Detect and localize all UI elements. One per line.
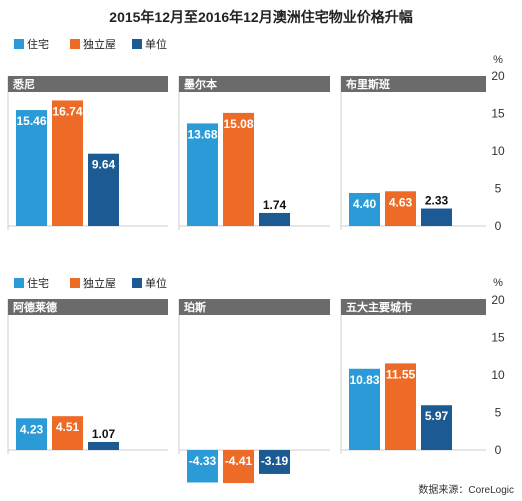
bar-2 <box>52 100 83 226</box>
data-label: 4.23 <box>20 422 44 436</box>
legend-swatch-3 <box>132 278 142 288</box>
y-tick-label: 10 <box>491 144 505 158</box>
bar-1 <box>349 368 380 450</box>
legend-label-3: 单位 <box>145 37 167 51</box>
legend-label-3: 单位 <box>145 276 167 290</box>
bar-3 <box>88 441 119 450</box>
y-tick-label: 10 <box>491 368 505 382</box>
legend-swatch-1 <box>14 39 24 49</box>
data-label: 2.33 <box>425 194 449 208</box>
legend-label-2: 独立屋 <box>83 37 116 51</box>
data-label: 15.08 <box>223 117 253 131</box>
legend-swatch-1 <box>14 278 24 288</box>
bar-3 <box>259 212 290 226</box>
axis-unit-label: % <box>493 277 503 289</box>
data-label: 13.68 <box>187 127 217 141</box>
data-label: 1.07 <box>92 427 116 441</box>
y-tick-label: 20 <box>491 293 505 307</box>
bar-1 <box>349 193 380 226</box>
data-label: 4.51 <box>56 420 80 434</box>
bar-1 <box>187 450 218 483</box>
y-tick-label: 15 <box>491 107 505 121</box>
bar-1 <box>16 110 47 226</box>
data-label: 4.63 <box>389 195 413 209</box>
legend-label-1: 住宅 <box>27 37 49 51</box>
legend-swatch-2 <box>70 39 80 49</box>
legend-label-2: 独立屋 <box>83 276 116 290</box>
y-tick-label: 20 <box>491 69 505 83</box>
y-tick-label: 5 <box>495 406 502 420</box>
bar-2 <box>385 363 416 450</box>
data-label: 10.83 <box>349 373 379 387</box>
bar-2 <box>52 416 83 450</box>
panel-title: 珀斯 <box>184 300 206 314</box>
source-note: 数据来源：CoreLogic <box>418 483 514 496</box>
data-label: 4.40 <box>353 197 377 211</box>
legend-swatch-3 <box>132 39 142 49</box>
panel-title: 五大主要城市 <box>346 300 412 314</box>
bar-1 <box>187 123 218 226</box>
panel-title: 悉尼 <box>12 77 35 91</box>
y-tick-label: 5 <box>495 182 502 196</box>
bar-2 <box>223 112 254 226</box>
data-label: 11.55 <box>386 367 416 381</box>
panel-title: 阿德莱德 <box>13 300 57 314</box>
legend-swatch-2 <box>70 278 80 288</box>
legend-label-1: 住宅 <box>27 276 49 290</box>
panel-title: 布里斯班 <box>346 77 390 91</box>
bar-3 <box>259 450 290 474</box>
panel-header <box>8 76 168 92</box>
data-label: -4.33 <box>189 454 217 468</box>
bar-3 <box>88 153 119 226</box>
y-tick-label: 0 <box>495 443 502 457</box>
data-label: 5.97 <box>425 409 449 423</box>
panel-title: 墨尔本 <box>184 77 217 91</box>
data-label: 1.74 <box>263 198 287 212</box>
bar-3 <box>421 208 452 226</box>
data-label: -3.19 <box>261 454 289 468</box>
panel-header <box>8 299 168 315</box>
data-label: -4.41 <box>225 454 253 468</box>
data-label: 16.74 <box>52 104 82 118</box>
panel-header <box>179 299 330 315</box>
bar-1 <box>16 418 47 450</box>
y-tick-label: 0 <box>495 219 502 233</box>
axis-unit-label: % <box>493 54 503 66</box>
bar-2 <box>223 450 254 484</box>
data-label: 15.46 <box>16 114 46 128</box>
panel-header <box>341 76 486 92</box>
panel-header <box>179 76 330 92</box>
panel-header <box>341 299 486 315</box>
bar-2 <box>385 191 416 226</box>
data-label: 9.64 <box>92 158 116 172</box>
chart-title: 2015年12月至2016年12月澳洲住宅物业价格升幅 <box>109 9 412 25</box>
bar-3 <box>421 405 452 450</box>
y-tick-label: 15 <box>491 331 505 345</box>
